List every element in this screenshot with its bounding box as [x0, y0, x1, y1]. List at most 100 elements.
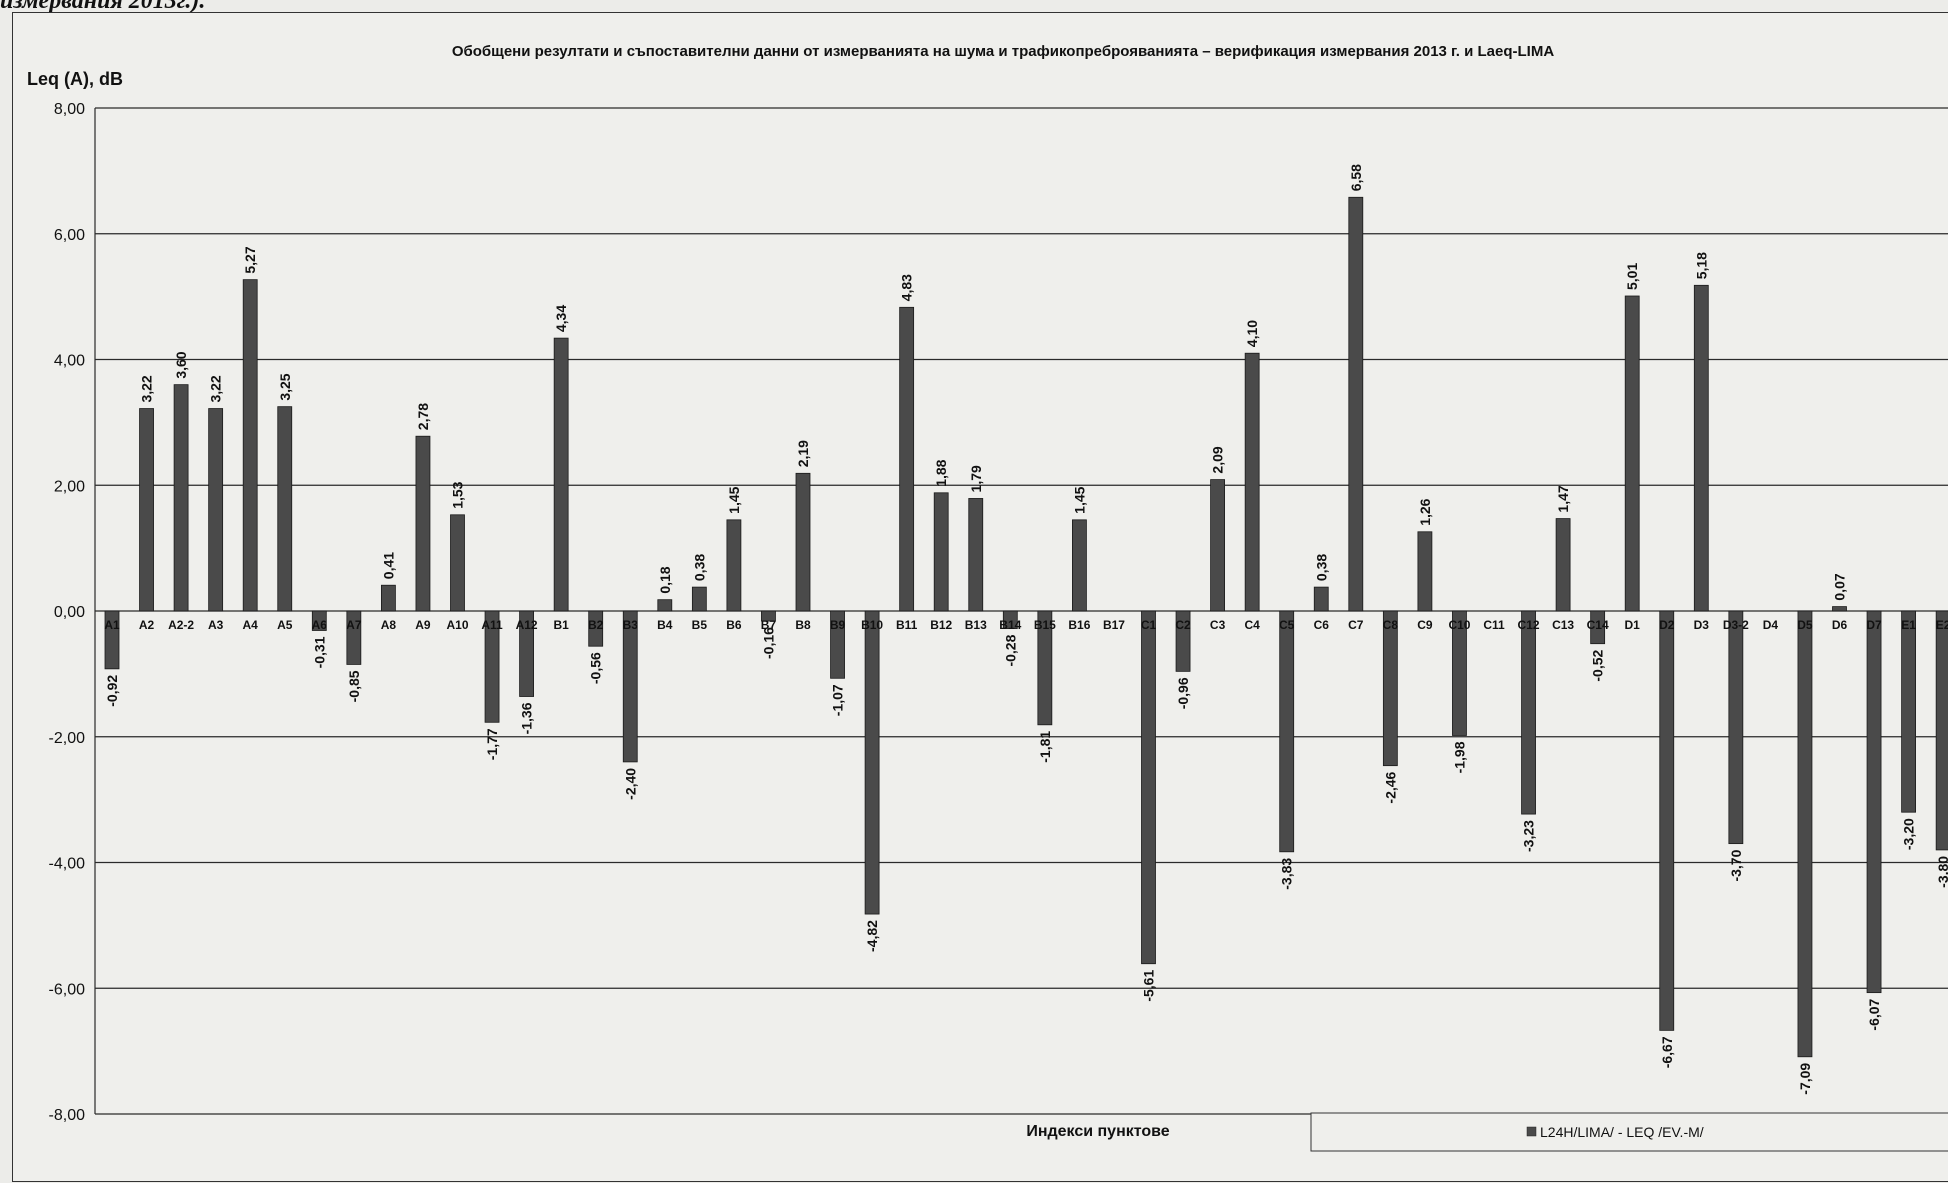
category-label: B5 [692, 618, 708, 632]
y-axis-label: Leq (A), dB [27, 69, 123, 89]
bar [1797, 610, 1813, 1058]
category-label: A11 [481, 618, 503, 632]
bars [104, 196, 1948, 1058]
category-label: A4 [243, 618, 259, 632]
y-tick-label: 6,00 [54, 227, 85, 244]
category-label: D4 [1763, 618, 1779, 632]
value-label: -4,82 [864, 920, 880, 952]
category-label: B12 [930, 618, 952, 632]
value-label: 2,09 [1210, 446, 1226, 473]
category-label: D6 [1832, 618, 1848, 632]
category-label: C13 [1552, 618, 1574, 632]
category-label: B14 [999, 618, 1021, 632]
y-tick-label: -2,00 [49, 730, 86, 747]
bar [1175, 610, 1191, 672]
category-label: C9 [1417, 618, 1433, 632]
category-label: D7 [1866, 618, 1882, 632]
chart-title: Обобщени резултати и съпоставителни данн… [452, 43, 1555, 60]
value-label: -0,56 [588, 652, 604, 684]
bar [864, 610, 880, 915]
category-label: D5 [1797, 618, 1813, 632]
bar [1417, 531, 1433, 612]
y-tick-label: -4,00 [49, 856, 86, 873]
bar [1279, 610, 1295, 853]
bar [1832, 606, 1847, 612]
category-label: B17 [1103, 618, 1125, 632]
bar [1521, 610, 1536, 815]
bar [1866, 610, 1882, 994]
y-tick-labels: 8,00 6,00 4,00 2,00 0,00 -2,00 -4,00 -6,00 -8,00 [49, 101, 86, 1124]
y-tick-label: 8,00 [54, 101, 85, 118]
value-label: -1,98 [1451, 741, 1467, 773]
category-label: C4 [1244, 618, 1260, 632]
value-label: -0,31 [311, 636, 327, 668]
category-label: A12 [516, 618, 538, 632]
value-label: -1,81 [1037, 731, 1053, 763]
value-label: -3,83 [1279, 858, 1295, 890]
bar [139, 408, 154, 612]
category-label: A10 [446, 618, 468, 632]
value-label: 0,38 [1313, 554, 1329, 581]
value-label: 0,07 [1832, 573, 1848, 600]
value-label: -1,07 [830, 684, 846, 716]
value-label: -3,23 [1521, 820, 1537, 852]
bar [1452, 610, 1467, 736]
bar [311, 610, 327, 631]
category-label: B16 [1068, 618, 1090, 632]
caption-fragment: измервания 2013г.). [0, 0, 206, 14]
bar [1901, 610, 1916, 813]
value-label: -5,61 [1141, 970, 1157, 1002]
category-label: B13 [965, 618, 987, 632]
value-label: 5,27 [242, 246, 258, 273]
value-label: 1,79 [968, 465, 984, 492]
value-label: 3,25 [277, 373, 293, 400]
value-label: -0,92 [104, 675, 120, 707]
bar [761, 610, 776, 622]
category-label: C7 [1348, 618, 1364, 632]
value-label: -3,20 [1901, 818, 1917, 850]
category-label: B10 [861, 618, 883, 632]
category-label: B6 [726, 618, 742, 632]
bar [1348, 196, 1364, 612]
legend: L24H/LIMA/ - LEQ /EV.-M/ [1310, 1112, 1948, 1152]
value-label: 1,47 [1555, 485, 1571, 512]
bar [1002, 610, 1018, 630]
bar [346, 610, 362, 665]
bar [519, 610, 535, 697]
category-label: A1 [104, 618, 120, 632]
bar [622, 610, 638, 763]
value-label: -0,28 [1002, 634, 1018, 666]
bar [1693, 284, 1709, 612]
bar [1141, 610, 1156, 965]
bar [1555, 518, 1571, 612]
bar [899, 306, 915, 612]
category-label: C6 [1314, 618, 1330, 632]
category-label: C12 [1518, 618, 1540, 632]
value-label: -0,16 [760, 627, 776, 659]
category-label: C5 [1279, 618, 1295, 632]
legend-entry: L24H/LIMA/ - LEQ /EV.-M/ [1540, 1124, 1704, 1140]
y-tick-label: 4,00 [54, 353, 85, 370]
category-label: B7 [761, 618, 777, 632]
y-tick-label: 0,00 [54, 604, 85, 621]
value-label: -2,46 [1382, 771, 1398, 803]
bar [173, 384, 189, 612]
value-label: 0,38 [691, 554, 707, 581]
bar [1072, 519, 1087, 612]
category-label: B15 [1034, 618, 1056, 632]
value-label: -0,85 [346, 670, 362, 702]
value-label: 0,18 [657, 566, 673, 593]
value-label: 2,19 [795, 440, 811, 467]
value-label: -3,70 [1728, 849, 1744, 881]
value-label: 2,78 [415, 403, 431, 430]
bar [726, 519, 742, 612]
value-label: 4,34 [553, 305, 569, 332]
bar [1244, 352, 1260, 612]
category-label: A8 [381, 618, 397, 632]
category-label: B3 [623, 618, 639, 632]
bar [277, 406, 293, 612]
category-label: B2 [588, 618, 604, 632]
bar [1659, 610, 1675, 1031]
category-label: B11 [896, 618, 918, 632]
bar [795, 472, 811, 612]
